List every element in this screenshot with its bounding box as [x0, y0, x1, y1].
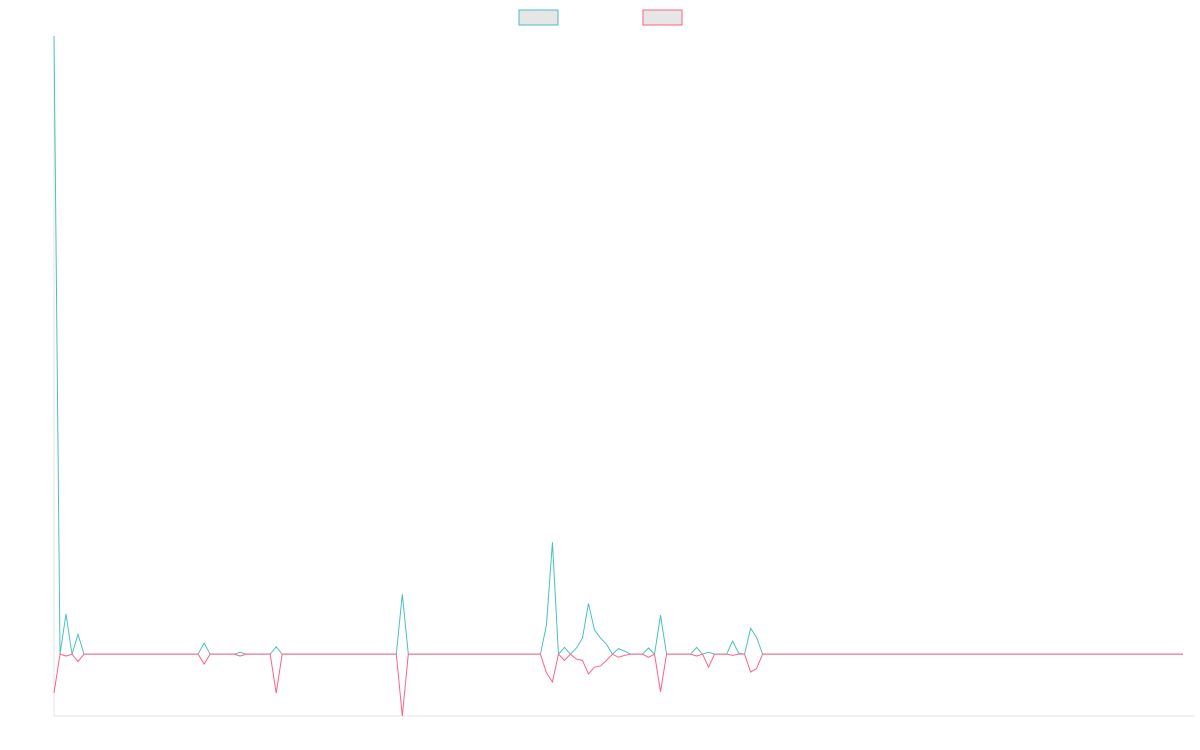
legend-swatch	[518, 9, 559, 26]
series-line	[53, 653, 1183, 717]
legend-swatch	[642, 9, 683, 26]
series-line	[53, 35, 1183, 656]
